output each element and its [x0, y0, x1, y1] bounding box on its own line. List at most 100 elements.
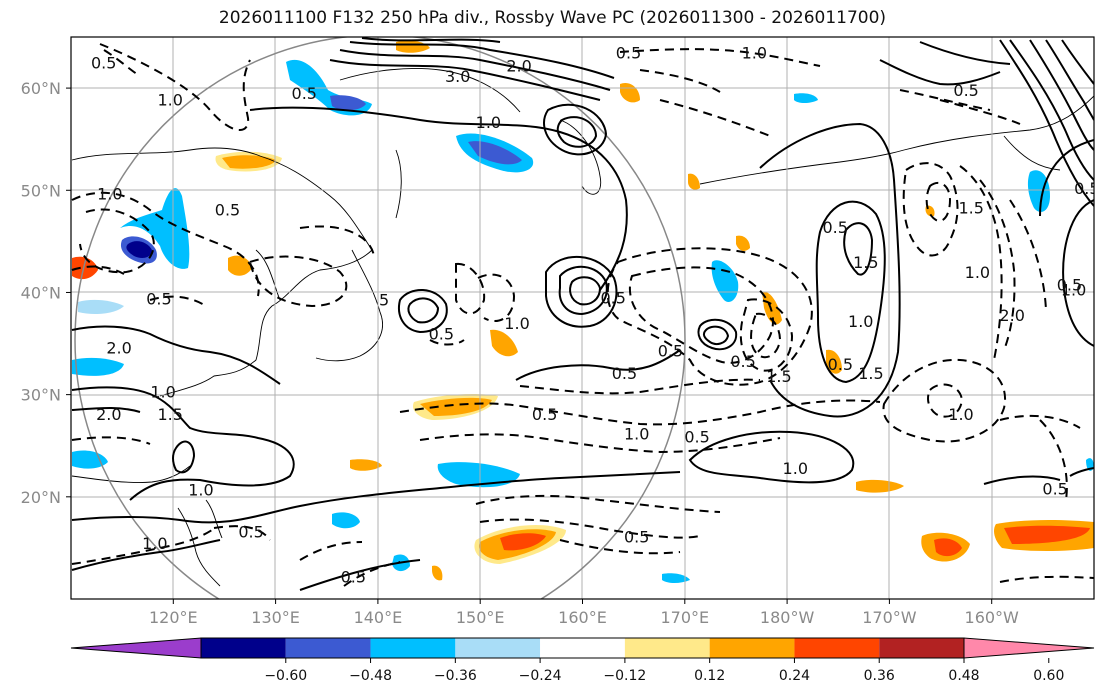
contour-label: 0.5: [1074, 179, 1099, 198]
contour-label: 0.5: [612, 364, 637, 383]
contour-label: 1.0: [948, 405, 973, 424]
colorbar-segment: [879, 638, 964, 658]
colorbar: −0.60 −0.48 −0.36 −0.24 −0.12 0.12 0.24 0.36 0.4…: [70, 637, 1095, 684]
colorbar-label: 0.60: [1033, 668, 1064, 684]
contour-label: 0.5: [624, 528, 649, 547]
lon-tick-label: 120°E: [149, 608, 198, 627]
contour-label: 1.5: [858, 364, 883, 383]
coastline-kamchatka: [559, 119, 602, 195]
lon-tick-label: 170°E: [660, 608, 709, 627]
contour-label: 1.0: [150, 383, 175, 402]
coastlines: [71, 68, 1094, 587]
divergence-patch: [856, 479, 904, 493]
contour-label: 1.0: [188, 481, 213, 500]
contour-label: 1.0: [142, 534, 167, 553]
convergence-patch-core2: [126, 241, 152, 258]
contour-label: 1.0: [848, 312, 873, 331]
coastline-asia: [71, 147, 373, 397]
lon-tick-label: 170°W: [862, 608, 917, 627]
contour-label: 0.5: [238, 523, 263, 542]
convergence-patch: [1027, 170, 1050, 212]
convergence-patch: [72, 357, 124, 376]
contour-label: 0.5: [828, 355, 853, 374]
divergence-patch-core: [934, 538, 962, 557]
divergence-patch: [826, 349, 842, 374]
contour-label: 2.0: [506, 57, 531, 76]
contour-label: 0.5: [215, 201, 240, 220]
colorbar-label: −0.60: [264, 668, 307, 684]
coastline-okhotsk: [339, 68, 521, 219]
contour-label: 0.5: [822, 218, 847, 237]
contour-label: 1.0: [1061, 280, 1086, 299]
colorbar-label: 0.24: [779, 668, 810, 684]
lon-tick-label: 130°E: [251, 608, 300, 627]
colorbar-segment: [624, 638, 710, 658]
contour-label: 0.5: [341, 568, 366, 587]
contour-label: 1.0: [97, 184, 122, 203]
colorbar-label: −0.48: [349, 668, 392, 684]
contour-label: 2.0: [96, 405, 121, 424]
region-circle: [74, 37, 686, 599]
lat-tick-label: 50°N: [21, 181, 61, 200]
contour-label: 0.5: [532, 405, 557, 424]
page-title: 2026011100 F132 250 hPa div., Rossby Wav…: [218, 8, 887, 28]
colorbar-extend-max: [963, 637, 1095, 659]
contour-label: 0.5: [658, 342, 683, 361]
divergence-patch: [350, 459, 382, 471]
lon-tick-label: 150°E: [456, 608, 505, 627]
contour-label: 1.0: [504, 314, 529, 333]
contour-label: 0.5: [730, 352, 755, 371]
coastline-aleutians: [699, 149, 905, 185]
convergence-patch: [332, 512, 360, 529]
lon-tick-label: 180°W: [760, 608, 815, 627]
lat-tick-label: 30°N: [21, 386, 61, 405]
divergence-patch: [396, 40, 430, 53]
lat-axis: 20°N 30°N 40°N 50°N 60°N: [21, 79, 71, 507]
colorbar-label: 0.12: [694, 668, 725, 684]
lon-axis: 120°E 130°E 140°E 150°E 160°E 170°E 180°W 170°W…: [149, 599, 1019, 627]
contour-label: 0.5: [91, 54, 116, 73]
divergence-patch: [736, 235, 750, 251]
colorbar-segment: [455, 638, 541, 658]
contour-label: 0.5: [600, 289, 625, 308]
contour-label: 0.5: [429, 324, 454, 343]
colorbar-segment: [285, 638, 371, 658]
contour-label: 1.0: [965, 263, 990, 282]
divergence-patch: [432, 565, 443, 581]
contour-label: 1.0: [476, 113, 501, 132]
lon-tick-label: 160°E: [558, 608, 607, 627]
contour-label: 2.0: [999, 306, 1024, 325]
contour-label: 1.5: [959, 199, 984, 218]
colorbar-label: −0.12: [603, 668, 646, 684]
divergence-patch-core: [420, 397, 492, 416]
divergence-patch: [72, 256, 98, 280]
contour-label: 0.5: [953, 81, 978, 100]
divergence-patch: [490, 329, 518, 357]
contour-label: 5: [379, 291, 389, 310]
colorbar-segment: [794, 638, 880, 658]
contour-label: 1.5: [853, 253, 878, 272]
gridlines: [71, 37, 1094, 599]
colorbar-label: −0.36: [434, 668, 477, 684]
colorbar-label: 0.36: [864, 668, 895, 684]
contour-label: 1.5: [158, 405, 183, 424]
lat-tick-label: 20°N: [21, 488, 61, 507]
colorbar-frame: [200, 637, 965, 659]
contour-label: 1.0: [158, 90, 183, 109]
convergence-patch: [662, 573, 690, 583]
contour-label: 3.0: [445, 67, 470, 86]
contour-label: 0.5: [684, 428, 709, 447]
convergence-patch: [120, 188, 190, 269]
contour-label: 0.5: [146, 290, 171, 309]
contour-label: 1.0: [624, 424, 649, 443]
contour-label: 0.5: [1057, 275, 1082, 294]
convergence-patch: [78, 299, 124, 314]
lat-tick-label: 60°N: [21, 79, 61, 98]
convergence-patch: [794, 93, 818, 103]
colorbar-segment: [370, 638, 456, 658]
dashed-contours: [71, 43, 1094, 587]
divergence-patch: [762, 291, 782, 325]
divergence-patch: [688, 173, 700, 190]
divergence-patch: [228, 255, 252, 276]
